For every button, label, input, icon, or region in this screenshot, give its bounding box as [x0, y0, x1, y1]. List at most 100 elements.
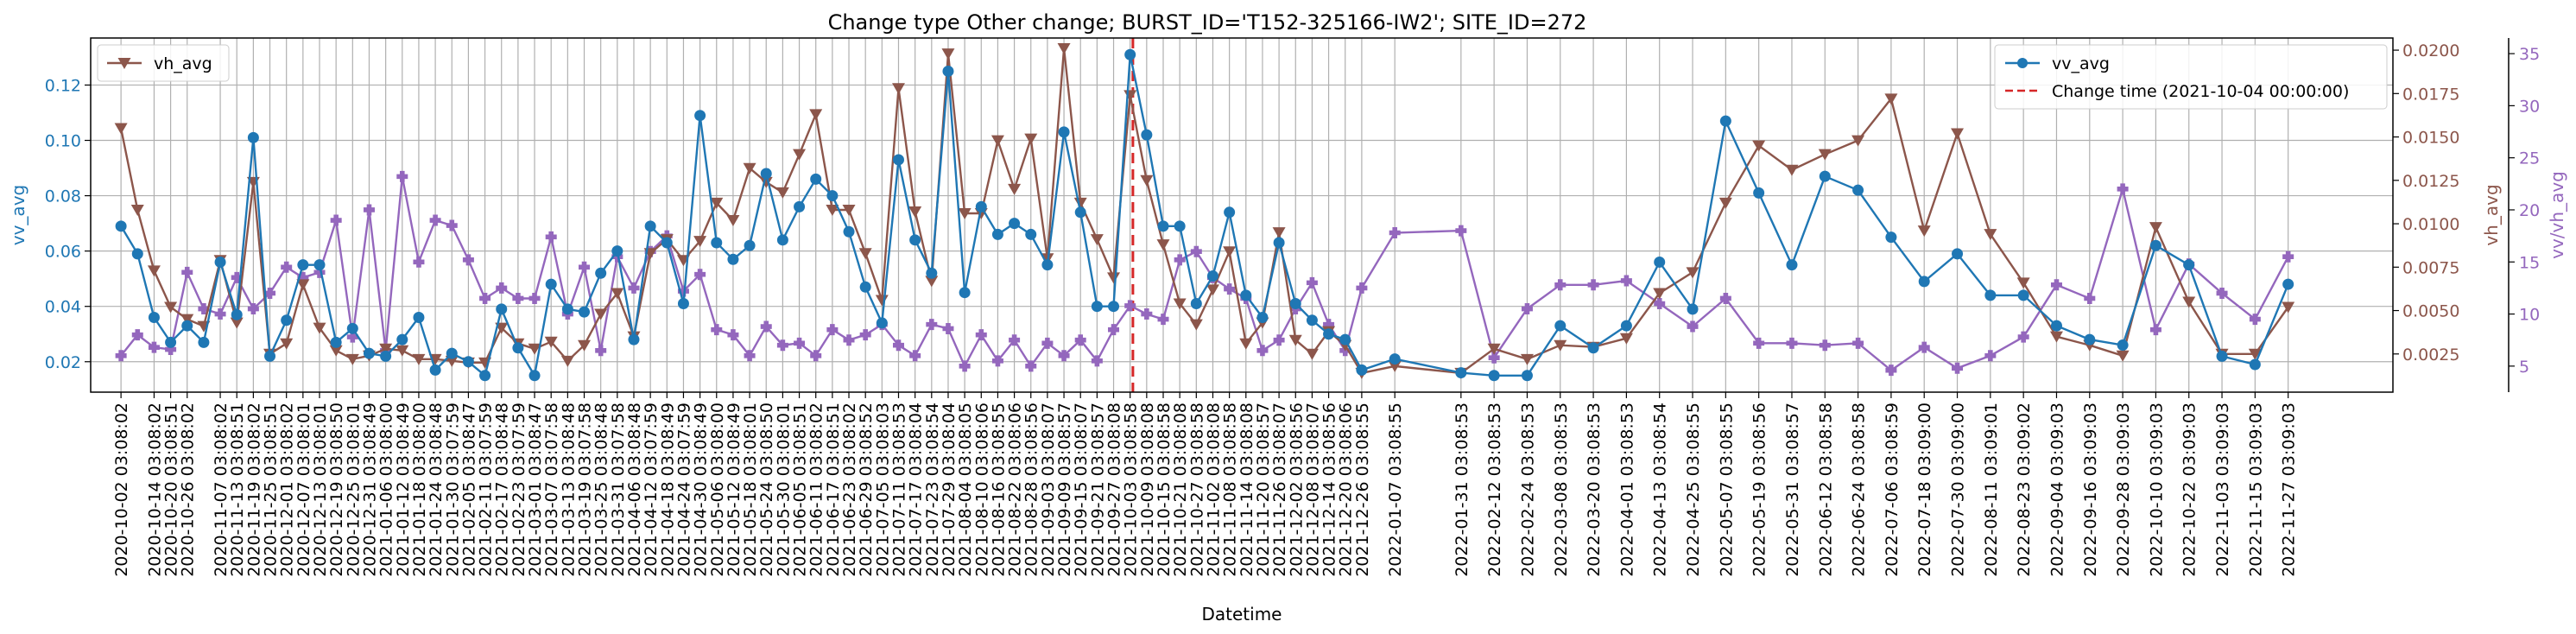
x-tick-label: 2021-12-26 03:08:55: [1353, 403, 1372, 577]
x-tick-label: 2021-08-22 03:08:06: [1006, 403, 1025, 577]
vh-point: [2016, 277, 2030, 289]
x-tick-label: 2021-11-02 03:08:08: [1204, 403, 1223, 577]
ratio-point: [363, 204, 375, 216]
x-tick-label: 2020-12-13 03:08:01: [311, 403, 330, 577]
x-tick-label: 2021-05-30 03:08:01: [774, 403, 793, 577]
vv-point: [462, 356, 474, 368]
vh-point: [180, 314, 194, 326]
vv-point: [1157, 220, 1169, 232]
ratio-point: [1124, 300, 1136, 312]
ratio-point: [1455, 225, 1467, 237]
ratio-point: [794, 337, 806, 349]
vh-point: [1189, 319, 1203, 331]
x-tick-label: 2022-05-19 03:08:56: [1750, 403, 1769, 577]
y-tick-label-left: 0.06: [45, 243, 81, 262]
x-tick-label: 2021-08-16 03:08:55: [989, 403, 1008, 577]
x-tick-label: 2021-11-14 03:08:08: [1237, 403, 1256, 577]
ratio-point: [148, 341, 160, 353]
vv-point: [677, 298, 689, 309]
y-tick-label-vh: 0.0150: [2402, 129, 2459, 148]
vh-point: [1752, 140, 1766, 152]
vv-point: [1620, 320, 1632, 332]
ratio-point: [1306, 276, 1318, 288]
vh-point: [1487, 343, 1501, 355]
vv-point: [1009, 218, 1021, 230]
y-tick-label-ratio: 30: [2519, 97, 2540, 116]
vv-point: [810, 173, 822, 185]
x-tick-label: 2021-08-10 03:08:06: [972, 403, 991, 577]
vv-point: [1918, 276, 1930, 288]
y-tick-label-left: 0.10: [45, 132, 81, 151]
x-tick-label: 2021-02-17 03:08:48: [493, 403, 512, 577]
ratio-point: [628, 282, 640, 294]
ratio-point: [131, 329, 143, 341]
ratio-point: [396, 170, 408, 182]
vv-point: [1819, 170, 1831, 182]
ratio-point: [909, 350, 921, 362]
x-tick-label: 2022-09-16 03:09:03: [2081, 403, 2100, 577]
ratio-point: [1687, 320, 1699, 333]
ratio-point: [2084, 292, 2096, 304]
vh-point: [2282, 301, 2295, 314]
x-tick-label: 2020-12-19 03:08:50: [327, 403, 346, 577]
y-tick-label-left: 0.02: [45, 353, 81, 372]
vh-point: [775, 187, 789, 199]
vv-point: [1306, 314, 1318, 327]
vh-point: [230, 317, 244, 329]
ratio-point: [247, 303, 259, 315]
x-tick-label: 2021-05-12 03:08:49: [725, 403, 744, 577]
x-tick-label: 2022-06-12 03:08:58: [1816, 403, 1835, 577]
vv-point: [1206, 269, 1218, 282]
vv-point: [1587, 342, 1599, 354]
vh-point: [1305, 348, 1319, 360]
vv-point: [859, 281, 871, 293]
ratio-point: [1984, 350, 1997, 362]
vv-point: [330, 336, 342, 348]
ratio-point: [313, 266, 326, 278]
x-tick-label: 2020-10-26 03:08:02: [179, 403, 198, 577]
ratio-point: [1654, 298, 1666, 309]
x-tick-label: 2021-10-15 03:08:58: [1155, 403, 1174, 577]
vh-point: [941, 48, 955, 60]
vh-point: [329, 345, 343, 357]
vv-point: [1984, 289, 1997, 301]
x-tick-label: 2021-06-11 03:08:02: [807, 403, 826, 577]
legend-right-box: [1994, 44, 2388, 110]
vv-point: [727, 253, 739, 265]
x-tick-label: 2021-09-21 03:08:57: [1088, 403, 1107, 577]
vv-point: [942, 65, 954, 77]
plot-frame: [90, 37, 2394, 393]
vv-point: [1108, 301, 1120, 313]
vv-point: [1521, 370, 1533, 382]
x-tick-label: 2022-08-23 03:09:02: [2015, 403, 2034, 577]
x-tick-label: 2021-11-08 03:08:58: [1221, 403, 1240, 577]
ratio-point: [975, 329, 987, 341]
x-tick-label: 2021-03-13 03:08:48: [559, 403, 578, 577]
x-tick-label: 2021-04-06 03:08:48: [625, 403, 644, 577]
vv-point: [2216, 350, 2228, 362]
ratio-point: [2216, 287, 2228, 299]
ratio-point: [346, 331, 358, 343]
x-tick-label: 2022-11-27 03:09:03: [2280, 403, 2299, 577]
x-tick-label: 2020-11-25 03:08:51: [262, 403, 281, 577]
vv-point: [694, 110, 706, 122]
vv-point: [115, 220, 127, 232]
vv-point: [396, 333, 408, 346]
vv-point: [1952, 248, 1964, 260]
legend-vv-label: vv_avg: [2052, 54, 2110, 73]
vv-point: [1041, 259, 1054, 271]
ratio-point: [810, 350, 822, 362]
y-tick-label-ratio: 35: [2519, 45, 2540, 64]
x-tick-label: 2022-08-11 03:09:01: [1982, 403, 2001, 577]
ratio-point: [1356, 282, 1368, 294]
vh-point: [544, 336, 558, 348]
vh-point: [2248, 348, 2262, 360]
x-tick-label: 2021-10-27 03:08:58: [1187, 403, 1206, 577]
vv-point: [1190, 298, 1202, 309]
legend-left: vh_avg: [97, 44, 230, 82]
ratio-point: [2149, 324, 2161, 336]
x-tick-label: 2021-08-04 03:08:05: [956, 403, 975, 577]
x-tick-label: 2021-04-12 03:07:59: [642, 403, 661, 577]
x-tick-label: 2020-10-14 03:08:02: [145, 403, 164, 577]
vh-point: [1140, 174, 1154, 187]
